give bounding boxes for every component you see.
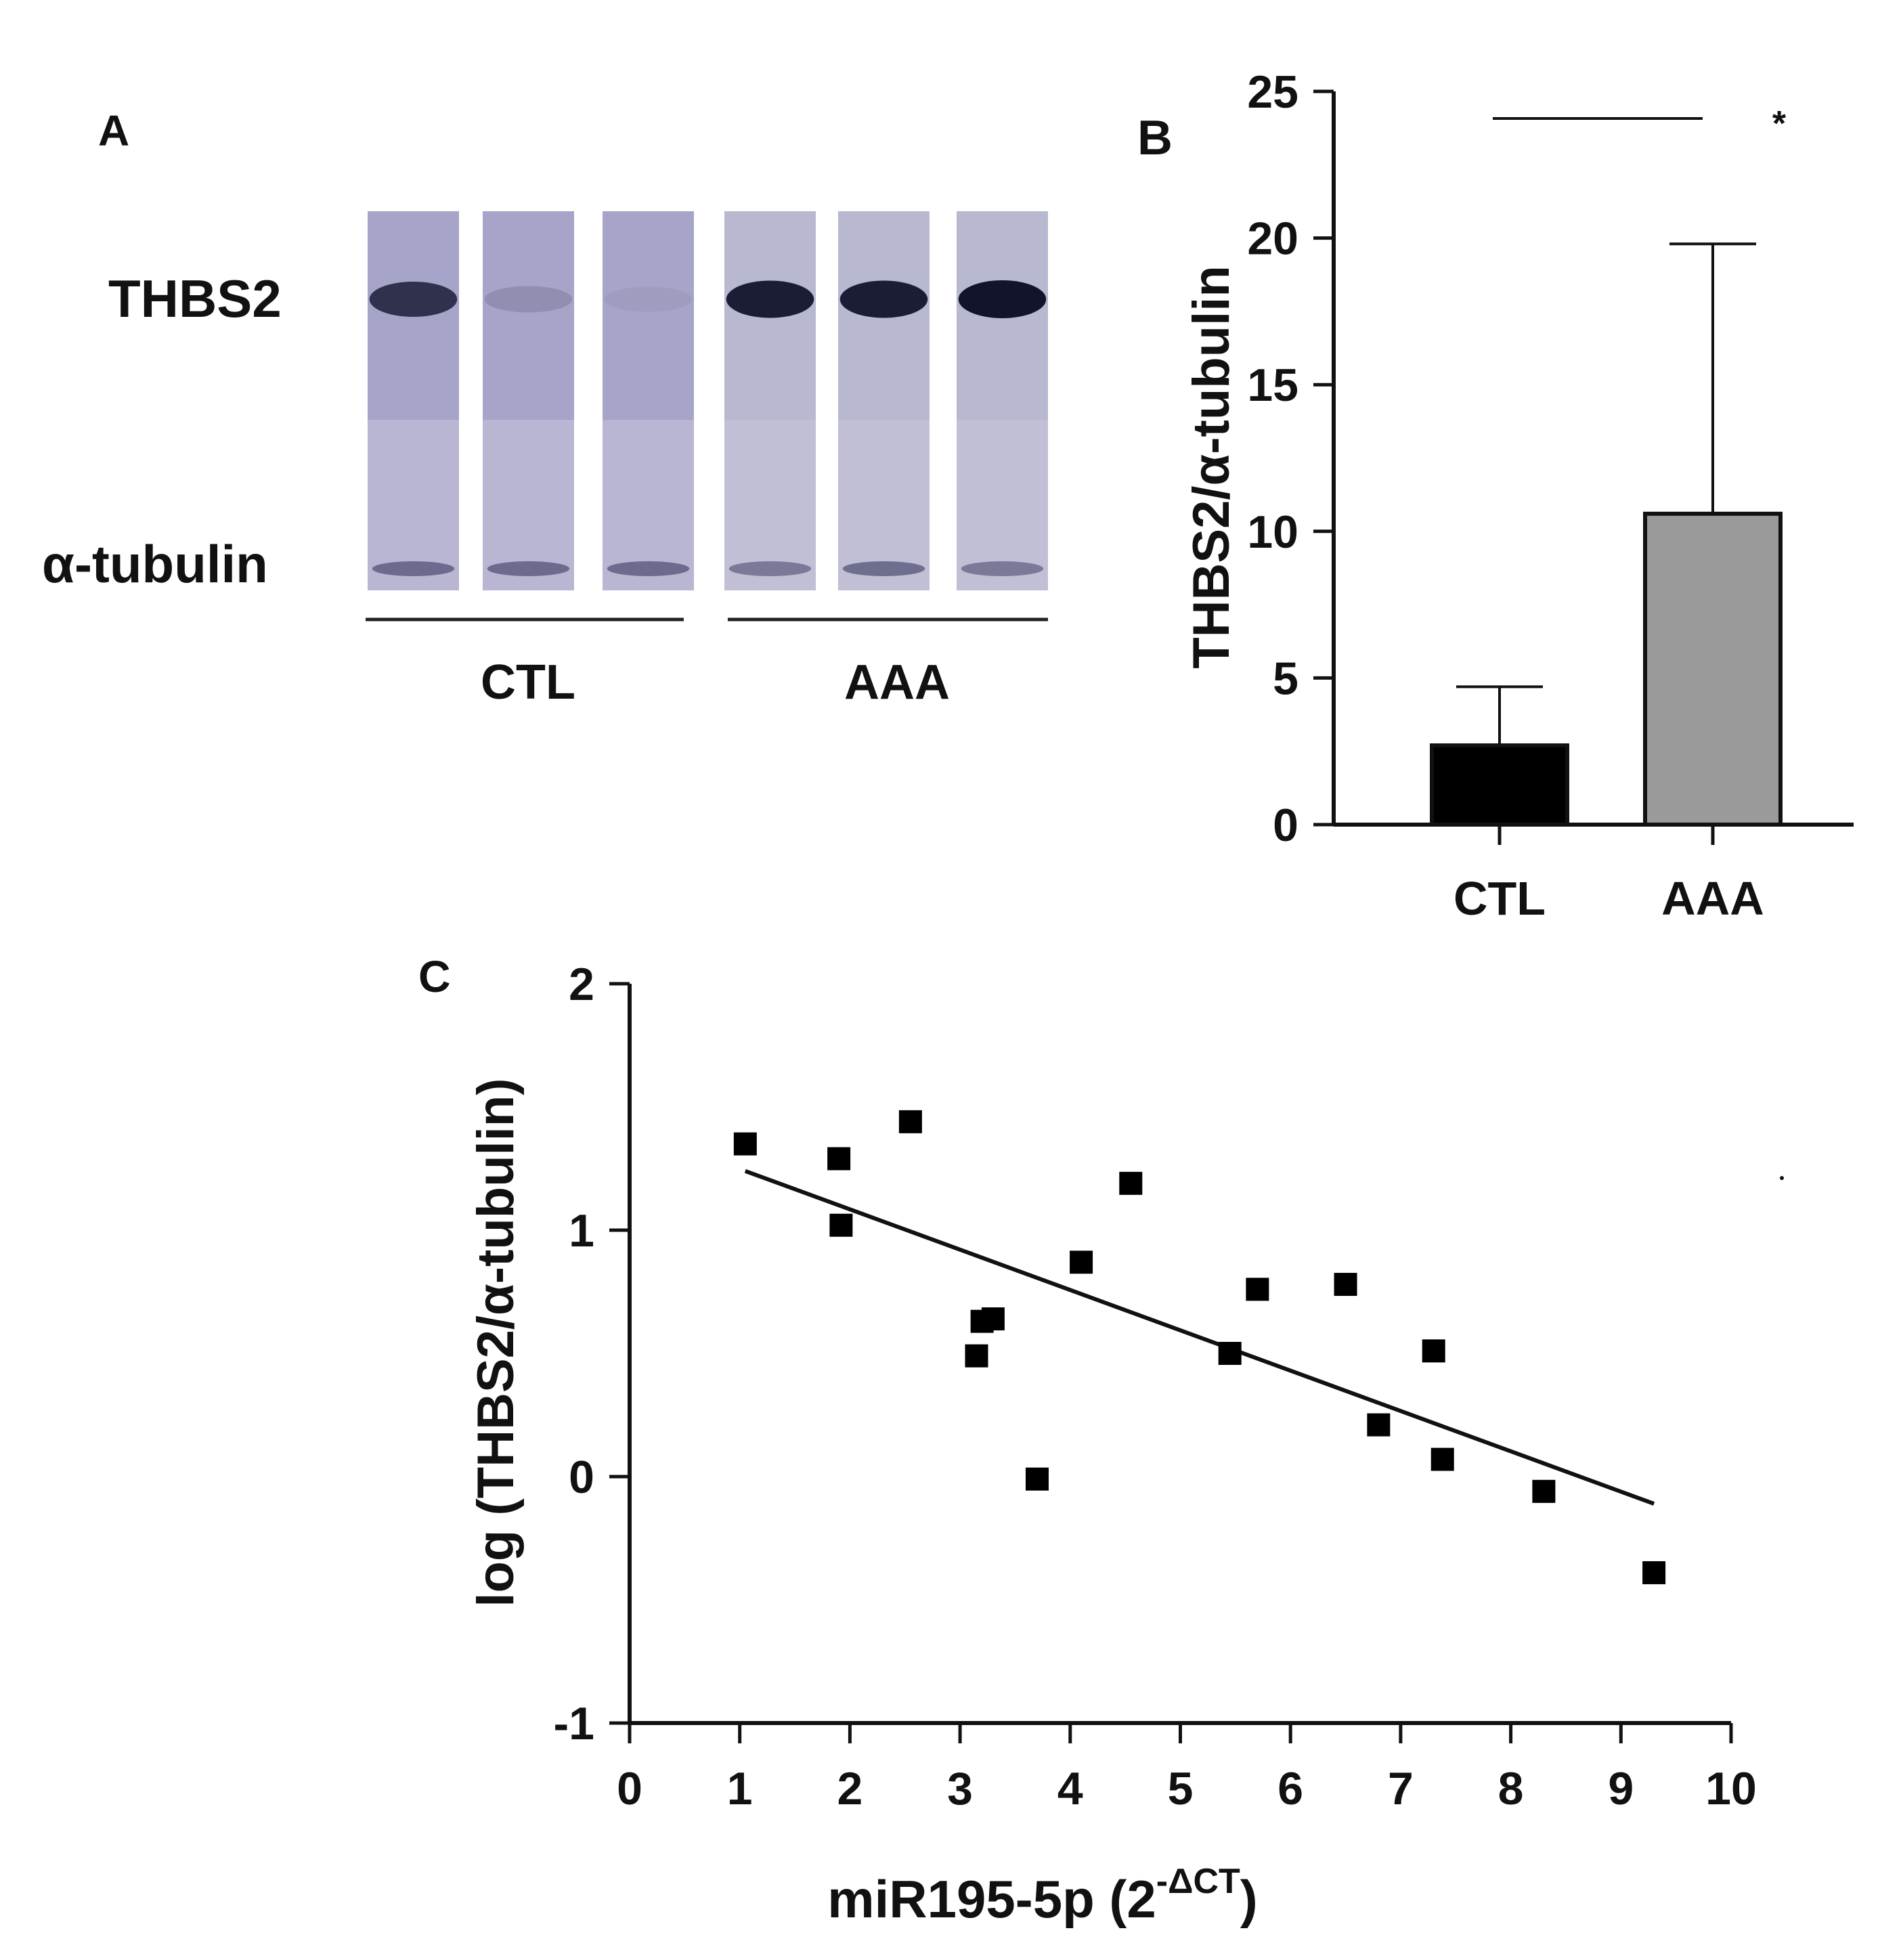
- bar-ctl: [1430, 743, 1569, 827]
- blot-lane: [838, 211, 930, 590]
- panel-b-y-axis-label: THBS2/α-tubulin: [1183, 265, 1240, 669]
- scatter-point: [1430, 1447, 1454, 1471]
- y-tick-label: 2: [569, 959, 594, 1010]
- scatter-point: [829, 1213, 853, 1237]
- y-tick-label: 15: [1247, 360, 1298, 411]
- x-axis-label-main: miR195-5p (2: [827, 1869, 1156, 1929]
- x-tick-label: 6: [1277, 1763, 1303, 1814]
- scatter-point: [1367, 1413, 1391, 1437]
- stray-dot: [1780, 1176, 1784, 1180]
- tubulin-band: [842, 561, 925, 576]
- x-axis-label-superscript: -ΔCT: [1156, 1862, 1240, 1901]
- tubulin-band: [961, 561, 1044, 576]
- x-tick-label: 8: [1498, 1763, 1524, 1814]
- scatter-point: [1218, 1342, 1242, 1365]
- regression-line: [744, 1169, 1655, 1506]
- thbs2-band-label: THBS2: [108, 269, 282, 328]
- x-tick-label: AAA: [1661, 872, 1764, 925]
- scatter-point: [1642, 1561, 1666, 1584]
- thbs2-band: [958, 280, 1047, 318]
- blot-lane: [368, 211, 459, 590]
- x-tick-label: 1: [727, 1763, 753, 1814]
- thbs2-band: [604, 286, 693, 312]
- x-tick-label: 4: [1057, 1763, 1083, 1814]
- thbs2-band: [839, 280, 928, 318]
- thbs2-band: [484, 286, 573, 313]
- x-tick-label: 9: [1608, 1763, 1634, 1814]
- blot-lane: [957, 211, 1048, 590]
- panel-c-y-ticks: -1 0 1 2: [554, 959, 630, 1749]
- blot-lane: [483, 211, 574, 590]
- significance-asterisk: *: [1772, 104, 1787, 144]
- thbs2-band: [726, 280, 814, 318]
- x-tick-label: 0: [617, 1763, 642, 1814]
- y-tick-label: 0: [1273, 800, 1298, 851]
- panel-b-y-ticks: 0 5 10 15 20 25: [1247, 66, 1334, 851]
- y-tick-label: 0: [569, 1452, 594, 1503]
- tubulin-band-label: α-tubulin: [42, 534, 268, 594]
- y-tick-label: 20: [1247, 213, 1298, 265]
- x-tick-label: 5: [1168, 1763, 1194, 1814]
- scatter-point: [1532, 1479, 1556, 1503]
- blot-lane: [724, 211, 816, 590]
- x-axis-label-close: ): [1240, 1869, 1258, 1929]
- panel-c-points: [733, 1110, 1666, 1584]
- scatter-point: [981, 1307, 1005, 1331]
- blot-lanes: [368, 211, 1048, 590]
- y-tick-label: 5: [1273, 653, 1298, 704]
- x-tick-label: CTL: [1454, 872, 1546, 925]
- panel-c-x-axis-label: miR195-5p (2-ΔCT): [827, 1862, 1258, 1929]
- y-tick-label: 25: [1247, 66, 1298, 118]
- ctl-group-label: CTL: [481, 655, 575, 710]
- bar-aaa: [1643, 511, 1783, 827]
- panel-c-y-axis-label: log (THBS2/α-tubulin): [467, 1078, 525, 1607]
- tubulin-band: [487, 561, 570, 576]
- panel-c-regression: [744, 1169, 1655, 1506]
- y-tick-label: 10: [1247, 506, 1298, 558]
- scatter-point: [965, 1344, 988, 1368]
- x-tick-label: 2: [837, 1763, 862, 1814]
- scatter-point: [898, 1110, 922, 1133]
- panel-b-x-ticks: CTL AAA: [1454, 825, 1764, 925]
- tubulin-band: [728, 561, 812, 576]
- aaa-group-label: AAA: [844, 655, 950, 710]
- scatter-point: [1025, 1467, 1049, 1491]
- panel-a-label: A: [98, 106, 129, 155]
- x-tick-label: 7: [1388, 1763, 1414, 1814]
- panel-a-western-blot: A THBS2 α-tubulin CTL AAA: [42, 106, 1048, 710]
- scatter-point: [827, 1147, 851, 1171]
- scatter-point: [733, 1132, 757, 1156]
- scatter-point: [1422, 1339, 1445, 1363]
- panel-b-label: B: [1137, 111, 1173, 165]
- scatter-point: [1119, 1171, 1143, 1195]
- x-tick-label: 10: [1705, 1763, 1757, 1814]
- thbs2-band: [369, 282, 458, 317]
- scatter-point: [1246, 1278, 1269, 1301]
- panel-c-label: C: [418, 951, 451, 1001]
- panel-c-scatter-plot: C log (THBS2/α-tubulin) -1 0 1 2 0 1 2 3 4 5 6 7 8 9…: [418, 951, 1784, 1929]
- y-tick-label: -1: [554, 1698, 594, 1749]
- panel-c-x-ticks: 0 1 2 3 4 5 6 7 8 9 10: [617, 1723, 1757, 1814]
- panel-b-bar-chart: B THBS2/α-tubulin 0 5 10 15 20 25 CTL AAA *: [1137, 66, 1854, 925]
- scatter-point: [1070, 1250, 1093, 1274]
- tubulin-band: [607, 561, 690, 576]
- panel-b-bars: [1430, 242, 1783, 827]
- tubulin-band: [372, 561, 455, 576]
- y-tick-label: 1: [569, 1205, 594, 1257]
- x-tick-label: 3: [947, 1763, 973, 1814]
- panel-c-axes: [628, 984, 1731, 1725]
- scatter-point: [1334, 1273, 1357, 1297]
- blot-lane: [603, 211, 694, 590]
